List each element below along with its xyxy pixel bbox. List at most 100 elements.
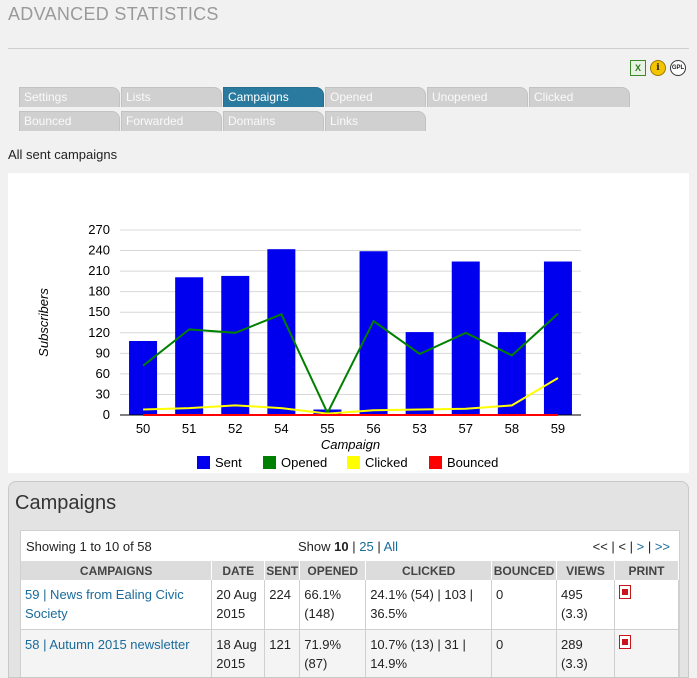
table-row: 58 | Autumn 2015 newsletter 18 Aug 2015 … [21, 629, 680, 677]
campaigns-panel: Campaigns Showing 1 to 10 of 58 Show 10 … [8, 481, 689, 678]
tab-unopened[interactable]: Unopened [427, 87, 528, 107]
x-tick-label: 50 [136, 421, 150, 436]
tab-forwarded[interactable]: Forwarded [121, 111, 222, 131]
page-size-all-link[interactable]: All [383, 539, 399, 554]
excel-export-icon[interactable]: X [630, 60, 646, 76]
page-size-current: 10 [334, 539, 349, 554]
tab-settings[interactable]: Settings [19, 87, 120, 107]
y-tick-label: 90 [96, 345, 110, 360]
info-icon[interactable]: i [650, 60, 666, 76]
x-tick-label: 51 [182, 421, 196, 436]
first-page-link[interactable]: << [592, 539, 608, 554]
prev-page-link[interactable]: < [618, 539, 626, 554]
column-header[interactable]: VIEWS [556, 561, 615, 580]
page-title: ADVANCED STATISTICS [8, 4, 219, 24]
legend-swatch-clicked [347, 456, 360, 469]
campaigns-table: CAMPAIGNS DATE SENT OPENED CLICKED BOUNC… [21, 561, 680, 677]
views-cell: 495 (3.3) [556, 580, 615, 630]
bounced-cell: 0 [491, 580, 558, 630]
legend-label: Opened [281, 455, 327, 470]
tab-campaigns[interactable]: Campaigns [223, 87, 324, 107]
campaigns-table-wrapper: Showing 1 to 10 of 58 Show 10 | 25 | All… [20, 530, 680, 677]
legend-swatch-opened [263, 456, 276, 469]
y-tick-label: 150 [88, 304, 110, 319]
bar-sent [175, 277, 204, 415]
legend-swatch-sent [197, 456, 210, 469]
tab-bounced[interactable]: Bounced [19, 111, 120, 131]
pdf-icon[interactable] [618, 634, 631, 649]
column-header[interactable]: OPENED [299, 561, 367, 580]
bounced-cell: 0 [491, 629, 558, 677]
x-tick-label: 56 [366, 421, 380, 436]
x-tick-label: 55 [320, 421, 334, 436]
date-cell: 20 Aug 2015 [211, 580, 266, 630]
column-header: PRINT [614, 561, 680, 580]
x-tick-label: 58 [505, 421, 519, 436]
campaign-link[interactable]: 59 | News from Ealing Civic Society [25, 587, 184, 621]
y-tick-label: 210 [88, 263, 110, 278]
y-tick-label: 120 [88, 325, 110, 340]
bar-sent [405, 332, 434, 415]
clicked-cell: 24.1% (54) | 103 | 36.5% [365, 580, 493, 630]
x-tick-label: 59 [551, 421, 565, 436]
section-label: All sent campaigns [8, 147, 118, 162]
sent-cell: 224 [264, 580, 301, 630]
bar-sent [267, 249, 296, 415]
legend-label: Bounced [447, 455, 498, 470]
table-header-row: CAMPAIGNS DATE SENT OPENED CLICKED BOUNC… [21, 561, 680, 580]
show-label: Show [298, 539, 331, 554]
opened-cell: 66.1% (148) [299, 580, 367, 630]
bar-sent [221, 275, 250, 415]
column-header[interactable]: DATE [211, 561, 266, 580]
y-axis-label: Subscribers [36, 288, 51, 357]
last-page-link[interactable]: >> [654, 539, 670, 554]
legend-swatch-bounced [429, 456, 442, 469]
y-tick-label: 240 [88, 243, 110, 258]
title-divider [8, 48, 689, 49]
pdf-icon[interactable] [618, 585, 631, 599]
clicked-cell: 10.7% (13) | 31 | 14.9% [365, 629, 493, 677]
column-header[interactable]: CLICKED [365, 561, 493, 580]
views-cell: 289 (3.3) [556, 629, 615, 677]
x-tick-label: 57 [459, 421, 473, 436]
showing-count: Showing 1 to 10 of 58 [26, 539, 152, 554]
gpl-icon[interactable]: GPL [670, 60, 686, 76]
tab-lists[interactable]: Lists [121, 87, 222, 107]
column-header[interactable]: BOUNCED [491, 561, 558, 580]
sent-cell: 121 [264, 629, 301, 677]
top-icon-bar: X i GPL [630, 60, 686, 76]
tab-domains[interactable]: Domains [223, 111, 324, 131]
date-cell: 18 Aug 2015 [211, 629, 266, 677]
x-tick-label: 52 [228, 421, 242, 436]
pager-row: Showing 1 to 10 of 58 Show 10 | 25 | All… [21, 531, 679, 561]
column-header[interactable]: CAMPAIGNS [21, 561, 213, 580]
tab-links[interactable]: Links [325, 111, 426, 131]
table-row: 59 | News from Ealing Civic Society 20 A… [21, 580, 680, 630]
line-clicked [143, 377, 559, 415]
pagination-nav: << | < | > | >> [592, 539, 670, 554]
panel-title: Campaigns [15, 492, 117, 514]
y-tick-label: 180 [88, 284, 110, 299]
x-tick-label: 53 [412, 421, 426, 436]
opened-cell: 71.9% (87) [299, 629, 367, 677]
next-page-link[interactable]: > [636, 539, 645, 554]
y-tick-label: 0 [103, 407, 110, 422]
y-tick-label: 30 [96, 386, 110, 401]
tab-clicked[interactable]: Clicked [529, 87, 630, 107]
line-opened [142, 312, 559, 416]
y-tick-label: 60 [96, 366, 110, 381]
campaign-link[interactable]: 58 | Autumn 2015 newsletter [25, 636, 190, 652]
page-size-25-link[interactable]: 25 [359, 539, 374, 554]
legend-label: Sent [215, 455, 242, 470]
bar-sent [497, 332, 526, 415]
page-size-selector: Show 10 | 25 | All [298, 539, 398, 554]
tab-opened[interactable]: Opened [325, 87, 426, 107]
bar-sent [359, 251, 388, 415]
separator: | [348, 539, 360, 554]
bar-sent [543, 261, 572, 415]
legend-label: Clicked [365, 455, 408, 470]
bar-sent [129, 341, 158, 415]
campaign-chart: 0 30 60 90 120 150 180 210 240 270 50 51 52 54 55 56 53 5… [8, 173, 689, 473]
x-tick-label: 54 [274, 421, 288, 436]
column-header[interactable]: SENT [264, 561, 301, 580]
